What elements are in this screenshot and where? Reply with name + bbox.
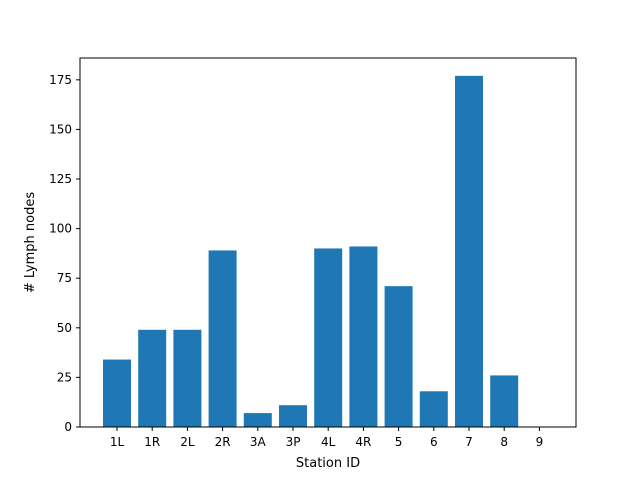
y-tick-label: 75 xyxy=(57,271,72,285)
x-tick-label: 9 xyxy=(536,435,544,449)
x-tick-label: 6 xyxy=(430,435,438,449)
bar-1r xyxy=(138,329,167,427)
x-tick-label: 8 xyxy=(500,435,508,449)
x-tick-label: 3P xyxy=(286,435,301,449)
bar-5 xyxy=(384,286,413,427)
y-axis-ticks: 0 25 50 75 100 125 150 175 xyxy=(49,73,80,434)
x-tick-label: 2R xyxy=(215,435,231,449)
bar-2r xyxy=(208,250,237,427)
y-axis-label: # Lymph nodes xyxy=(23,192,38,293)
bar-2l xyxy=(173,329,202,427)
bar-3a xyxy=(243,413,272,427)
y-tick-label: 50 xyxy=(57,321,72,335)
bar-4l xyxy=(314,248,343,427)
bar-3p xyxy=(279,405,307,427)
x-tick-label: 1R xyxy=(144,435,160,449)
y-tick-label: 25 xyxy=(57,370,72,384)
y-tick-label: 125 xyxy=(49,172,72,186)
y-tick-label: 0 xyxy=(64,420,72,434)
bar-group xyxy=(103,75,519,428)
bar-4r xyxy=(349,246,378,427)
x-axis-ticks: 1L 1R 2L 2R 3A 3P 4L 4R 5 6 7 8 9 xyxy=(110,427,543,449)
plot-frame xyxy=(79,57,577,428)
y-tick-label: 175 xyxy=(49,73,72,87)
x-tick-label: 3A xyxy=(250,435,267,449)
x-tick-label: 1L xyxy=(110,435,125,449)
bar-6 xyxy=(419,391,448,427)
y-tick-label: 150 xyxy=(49,122,72,136)
x-tick-label: 7 xyxy=(465,435,473,449)
y-tick-label: 100 xyxy=(49,222,72,236)
bar-8 xyxy=(490,375,519,427)
x-tick-label: 5 xyxy=(395,435,403,449)
x-tick-label: 4R xyxy=(355,435,371,449)
bar-1l xyxy=(103,359,131,427)
x-tick-label: 2L xyxy=(180,435,195,449)
x-tick-label: 4L xyxy=(321,435,336,449)
x-axis-label: Station ID xyxy=(296,456,360,471)
bar-7 xyxy=(455,75,483,428)
